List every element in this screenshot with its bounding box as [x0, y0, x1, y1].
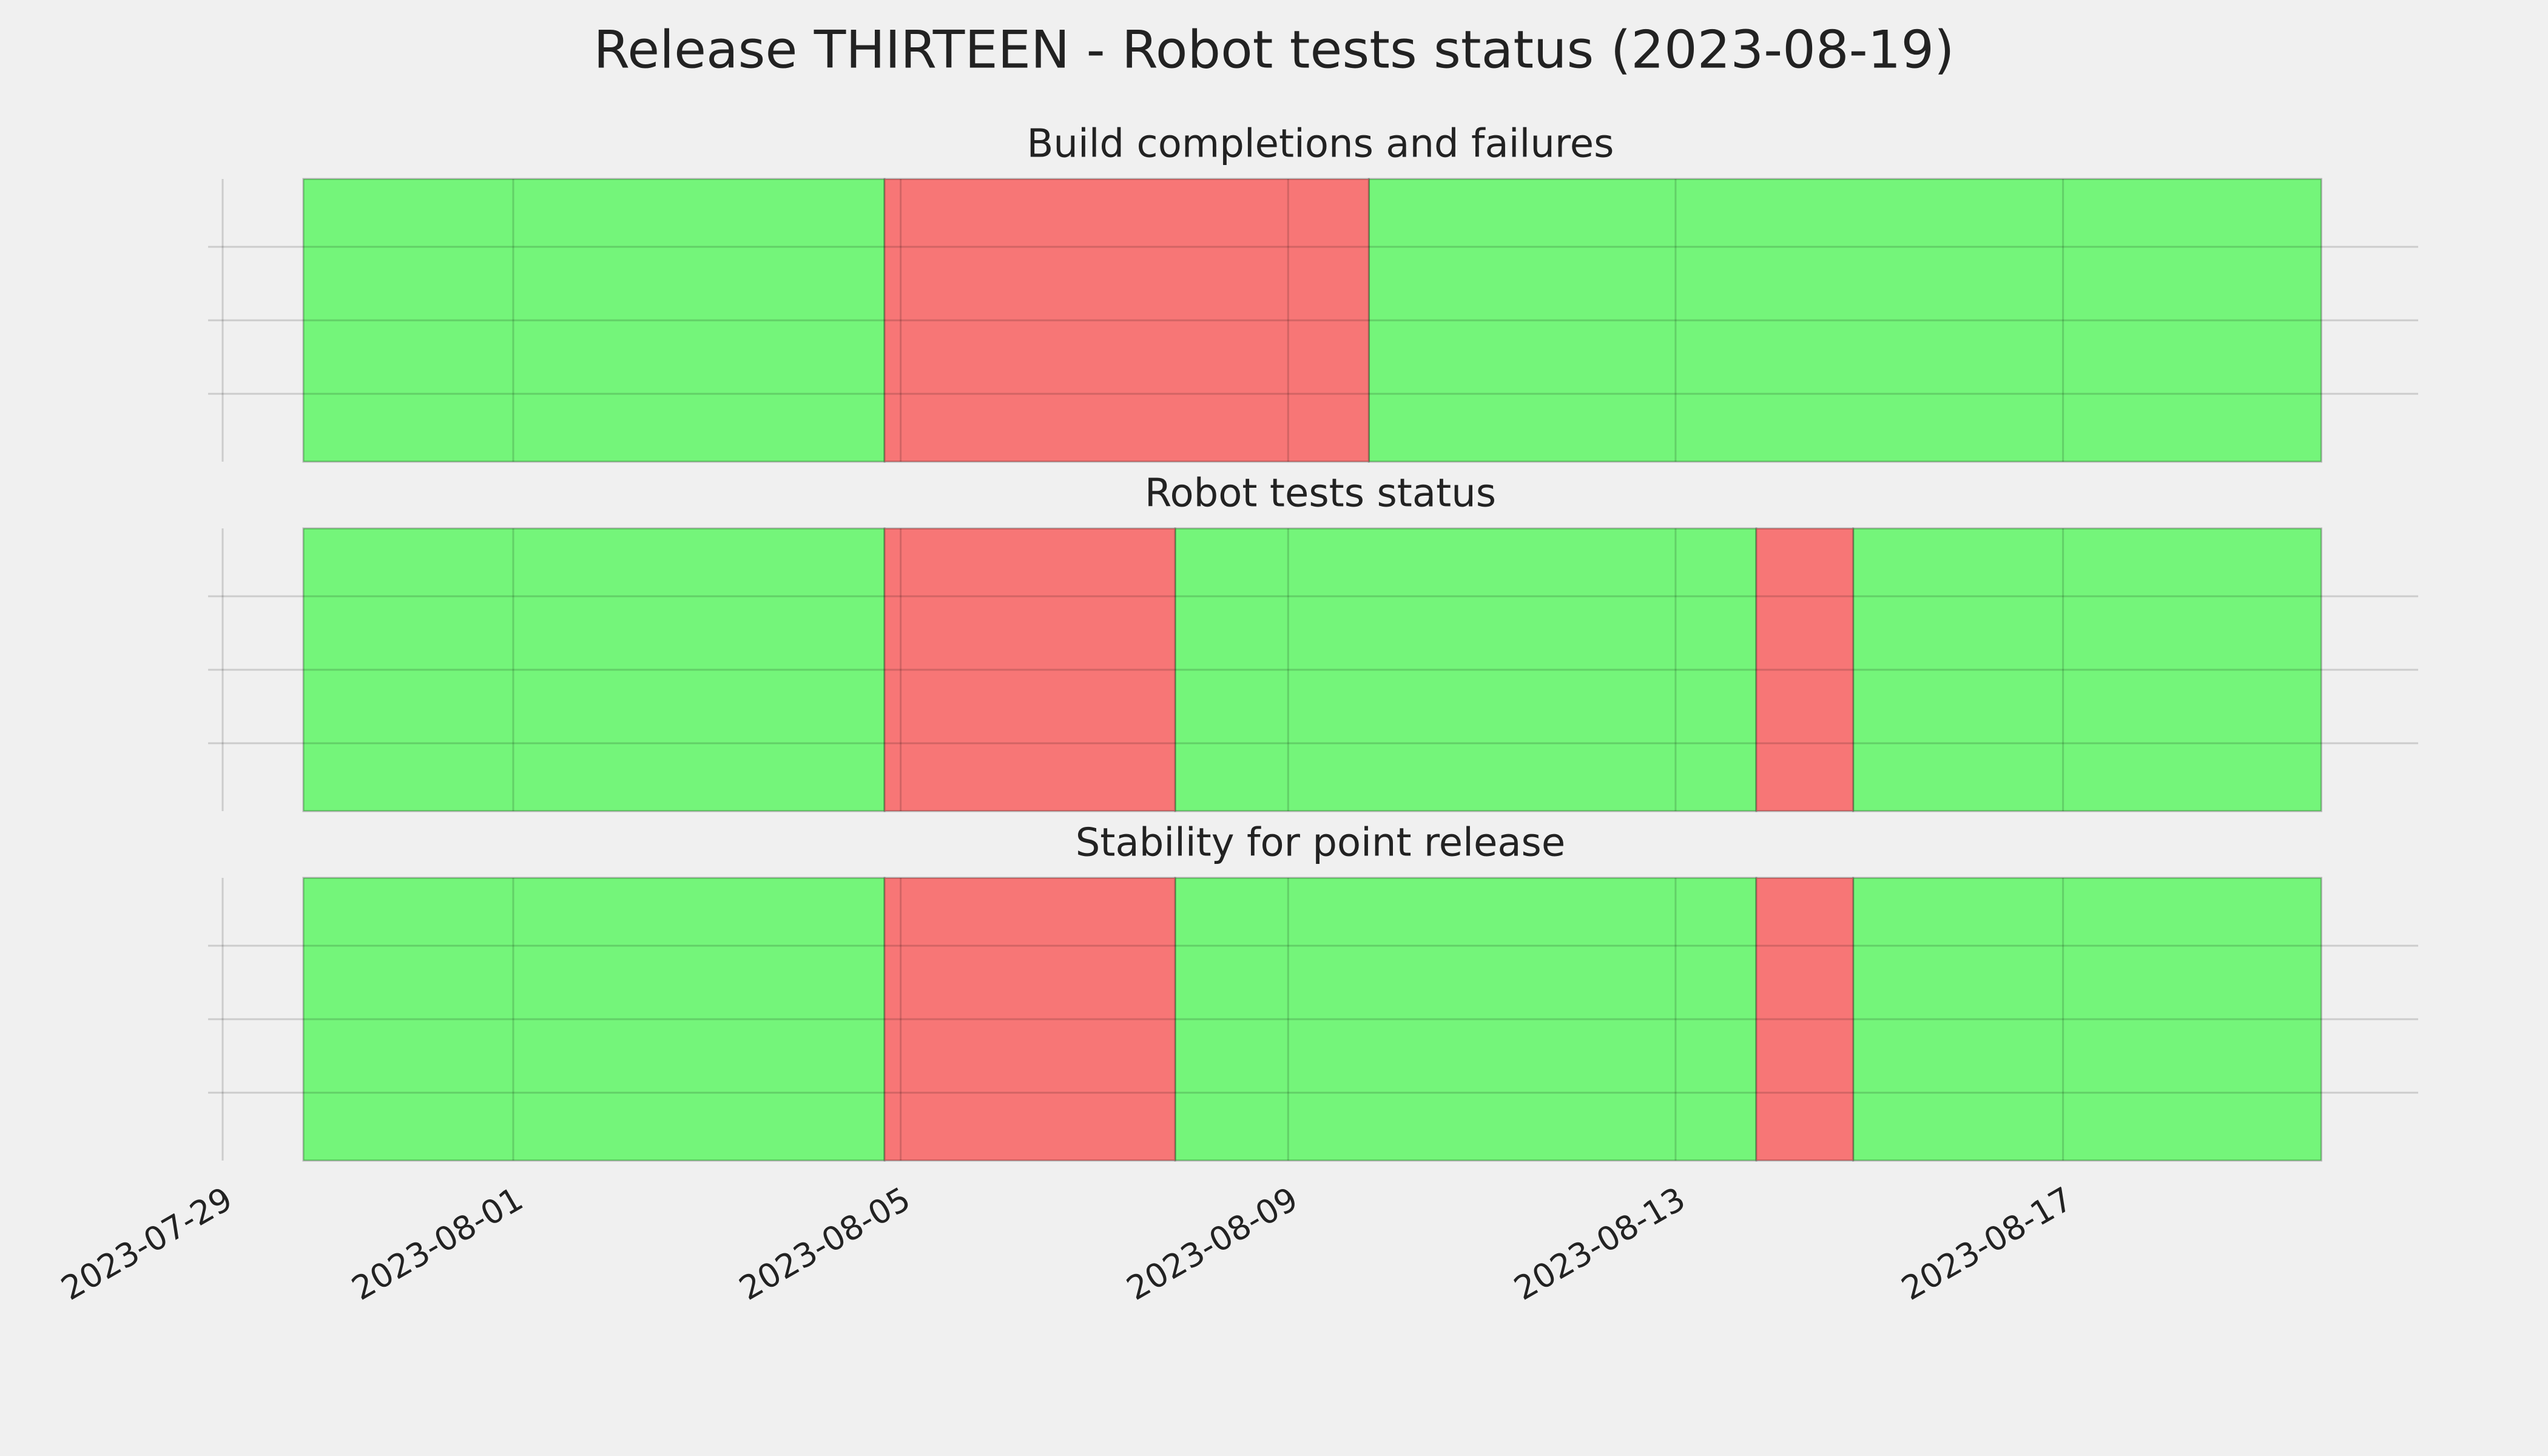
figure-title: Release THIRTEEN - Robot tests status (2…	[593, 19, 1954, 80]
status-span	[883, 178, 1370, 463]
status-span	[1755, 877, 1855, 1162]
status-span	[302, 877, 886, 1162]
status-span	[1755, 527, 1855, 812]
status-span	[883, 527, 1176, 812]
status-span	[883, 877, 1176, 1162]
status-span	[302, 178, 886, 463]
status-span	[1367, 178, 2322, 463]
subplot-title: Build completions and failures	[1027, 122, 1614, 167]
status-span	[1852, 527, 2322, 812]
subplot-title: Stability for point release	[1076, 821, 1566, 866]
status-span	[1852, 877, 2322, 1162]
subplot-title: Robot tests status	[1145, 471, 1496, 516]
status-span	[302, 527, 886, 812]
status-span	[1174, 877, 1758, 1162]
status-span	[1174, 527, 1758, 812]
